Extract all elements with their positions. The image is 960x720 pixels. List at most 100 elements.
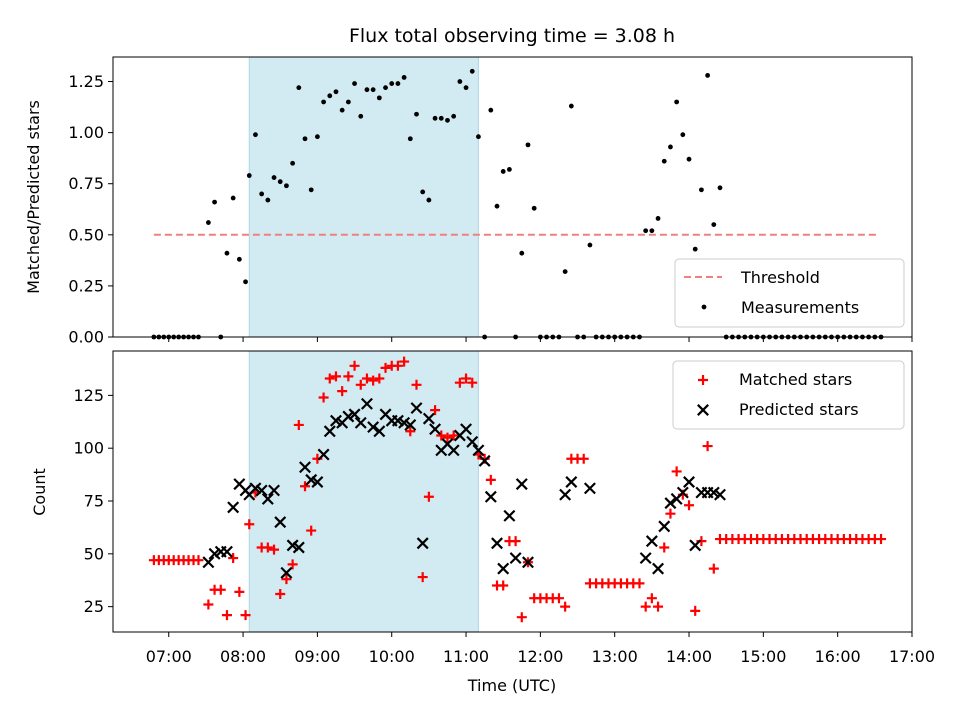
measurement-point bbox=[236, 256, 242, 262]
measurement-point bbox=[525, 142, 531, 148]
measurement-point bbox=[711, 222, 717, 227]
measurement-point bbox=[686, 156, 692, 162]
measurement-point bbox=[500, 169, 506, 174]
measurement-point bbox=[333, 89, 339, 95]
legend-predicted-label: Predicted stars bbox=[739, 400, 859, 419]
measurement-point bbox=[494, 203, 500, 209]
matched-star-point bbox=[215, 584, 226, 595]
legend-measurements-swatch bbox=[701, 304, 707, 310]
matched-star-point bbox=[244, 519, 255, 530]
measurement-point bbox=[463, 85, 469, 91]
matched-star-point bbox=[355, 379, 366, 390]
matched-star-point bbox=[221, 610, 232, 621]
measurement-point bbox=[265, 197, 271, 203]
predicted-star-point bbox=[683, 476, 696, 488]
predicted-star-point bbox=[354, 416, 367, 429]
top-panel: 0.00 0.25 0.50 0.75 1.00 1.25 Matched/Predict… bbox=[24, 56, 913, 347]
measurement-point bbox=[376, 95, 382, 101]
measurement-point bbox=[414, 111, 419, 117]
y-tick-label: 125 bbox=[73, 386, 104, 405]
matched-star-point bbox=[399, 356, 410, 367]
y-tick-label: 0.50 bbox=[68, 225, 104, 244]
predicted-star-point bbox=[509, 552, 522, 565]
predicted-star-point bbox=[676, 486, 689, 499]
legend-matched-swatch bbox=[698, 375, 708, 385]
top-y-axis: 0.00 0.25 0.50 0.75 1.00 1.25 bbox=[68, 72, 113, 347]
matched-star-point bbox=[330, 371, 341, 382]
predicted-star-point bbox=[255, 484, 268, 497]
matched-star-point bbox=[448, 430, 459, 441]
y-tick-label: 25 bbox=[84, 597, 104, 616]
matched-star-point bbox=[876, 534, 887, 545]
measurement-point bbox=[296, 85, 302, 91]
predicted-star-point bbox=[220, 545, 233, 558]
measurement-point bbox=[507, 167, 512, 172]
measurement-point bbox=[407, 136, 413, 142]
measurement-point bbox=[432, 115, 438, 121]
x-tick-label: 16:00 bbox=[815, 647, 861, 666]
matched-star-point bbox=[454, 377, 465, 388]
measurement-point bbox=[290, 160, 296, 166]
predicted-star-point bbox=[280, 566, 293, 579]
measurement-point bbox=[674, 99, 680, 105]
bottom-y-axis: 25 50 75 100 125 bbox=[73, 386, 113, 616]
matched-star-point bbox=[485, 474, 496, 485]
matched-star-point bbox=[467, 377, 478, 388]
measurement-point bbox=[457, 79, 463, 84]
predicted-star-point bbox=[367, 421, 380, 434]
bottom-axes-frame bbox=[112, 350, 913, 633]
x-tick-label: 10:00 bbox=[369, 647, 415, 666]
predicted-star-point bbox=[373, 425, 386, 438]
measurement-point bbox=[643, 228, 649, 234]
matched-star-point bbox=[659, 542, 670, 553]
measurement-point bbox=[717, 185, 723, 191]
matched-star-point bbox=[262, 542, 273, 553]
y-tick-label: 1.25 bbox=[68, 72, 104, 91]
matched-star-point bbox=[374, 373, 385, 384]
legend-matched-label: Matched stars bbox=[739, 370, 852, 389]
x-tick-label: 13:00 bbox=[592, 647, 638, 666]
matched-star-point bbox=[269, 544, 280, 555]
matched-star-point bbox=[640, 601, 651, 612]
matched-star-point bbox=[300, 481, 311, 492]
measurement-point bbox=[488, 107, 494, 113]
measurement-point bbox=[469, 68, 475, 74]
measurement-point bbox=[352, 81, 357, 86]
matched-star-point bbox=[708, 563, 719, 574]
x-tick-label: 08:00 bbox=[220, 647, 266, 666]
matched-star-point bbox=[417, 572, 428, 583]
matched-star-point bbox=[405, 426, 416, 437]
measurement-point bbox=[271, 175, 277, 180]
measurement-point bbox=[655, 216, 661, 221]
predicted-star-point bbox=[639, 552, 652, 565]
measurement-point bbox=[314, 134, 320, 140]
predicted-star-point bbox=[466, 435, 479, 448]
measurement-point bbox=[302, 136, 308, 142]
matched-star-point bbox=[671, 466, 682, 477]
x-tick-label: 07:00 bbox=[146, 647, 192, 666]
measurement-point bbox=[438, 115, 444, 121]
predicted-star-point bbox=[472, 444, 485, 457]
matched-star-point bbox=[702, 441, 713, 452]
measurement-point bbox=[426, 197, 432, 203]
x-axis-label: Time (UTC) bbox=[467, 676, 556, 695]
predicted-star-point bbox=[460, 423, 473, 436]
top-y-axis-label: Matched/Predicted stars bbox=[24, 100, 43, 294]
matched-star-point bbox=[240, 610, 251, 621]
matched-star-point bbox=[318, 392, 329, 403]
measurement-point bbox=[476, 134, 481, 140]
predicted-star-point bbox=[323, 425, 336, 438]
legend-box bbox=[672, 360, 905, 430]
predicted-star-point bbox=[645, 535, 658, 548]
legend-measurements-label: Measurements bbox=[741, 298, 859, 317]
matched-star-point bbox=[275, 588, 286, 599]
predicted-star-point bbox=[292, 541, 305, 554]
y-tick-label: 100 bbox=[73, 439, 104, 458]
measurement-point bbox=[370, 87, 376, 93]
measurement-point bbox=[230, 195, 236, 201]
measurement-point bbox=[668, 144, 673, 150]
matched-star-point bbox=[193, 555, 204, 566]
predicted-star-point bbox=[522, 556, 534, 569]
measurement-point bbox=[205, 220, 211, 225]
